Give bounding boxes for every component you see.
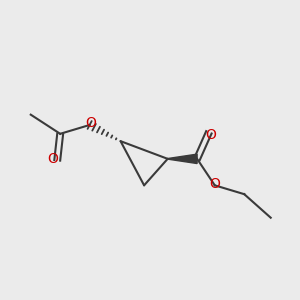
Text: O: O [86,116,97,130]
Text: O: O [205,128,216,142]
Polygon shape [168,154,197,164]
Text: O: O [47,152,58,166]
Text: O: O [209,177,220,191]
